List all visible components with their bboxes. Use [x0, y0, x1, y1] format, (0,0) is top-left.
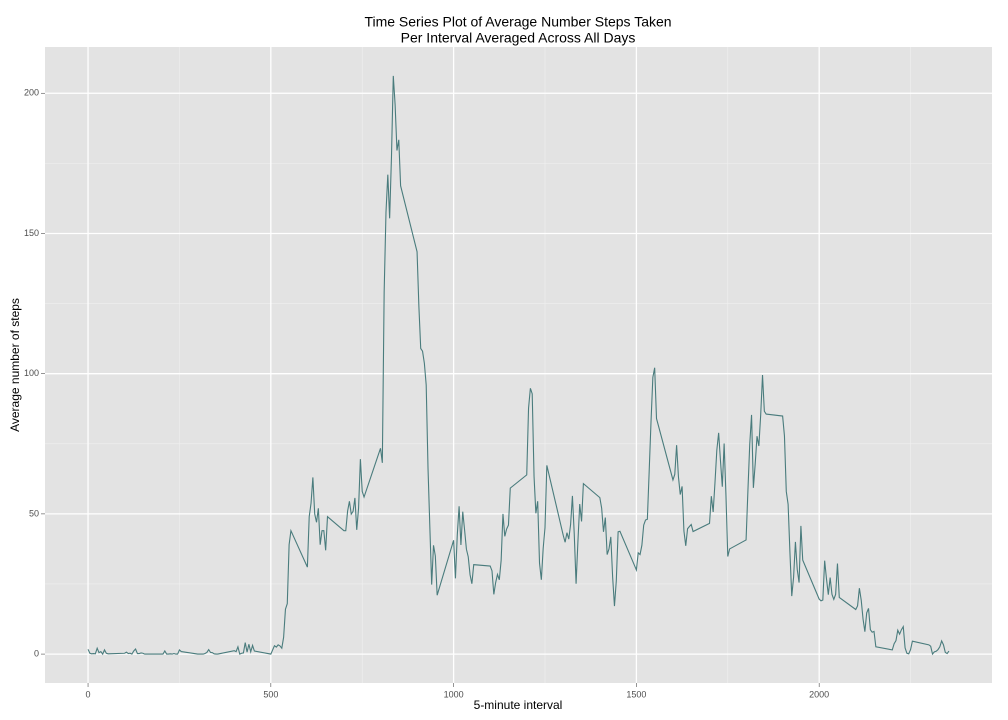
- x-axis-title: 5-minute interval: [474, 698, 563, 712]
- y-tick-label: 150: [24, 228, 39, 238]
- y-tick-label: 0: [34, 648, 39, 658]
- y-axis-title: Average number of steps: [8, 298, 22, 432]
- x-tick-label: 1000: [444, 689, 464, 699]
- y-tick-label: 100: [24, 368, 39, 378]
- y-tick-label: 50: [29, 508, 39, 518]
- x-tick-label: 0: [86, 689, 91, 699]
- chart-title: Per Interval Averaged Across All Days: [401, 30, 636, 46]
- x-tick-label: 2000: [809, 689, 829, 699]
- x-tick-label: 1500: [626, 689, 646, 699]
- chart-title: Time Series Plot of Average Number Steps…: [364, 14, 671, 30]
- x-tick-label: 500: [263, 689, 278, 699]
- panel: [45, 47, 992, 683]
- y-tick-label: 200: [24, 88, 39, 98]
- line: [87, 75, 950, 656]
